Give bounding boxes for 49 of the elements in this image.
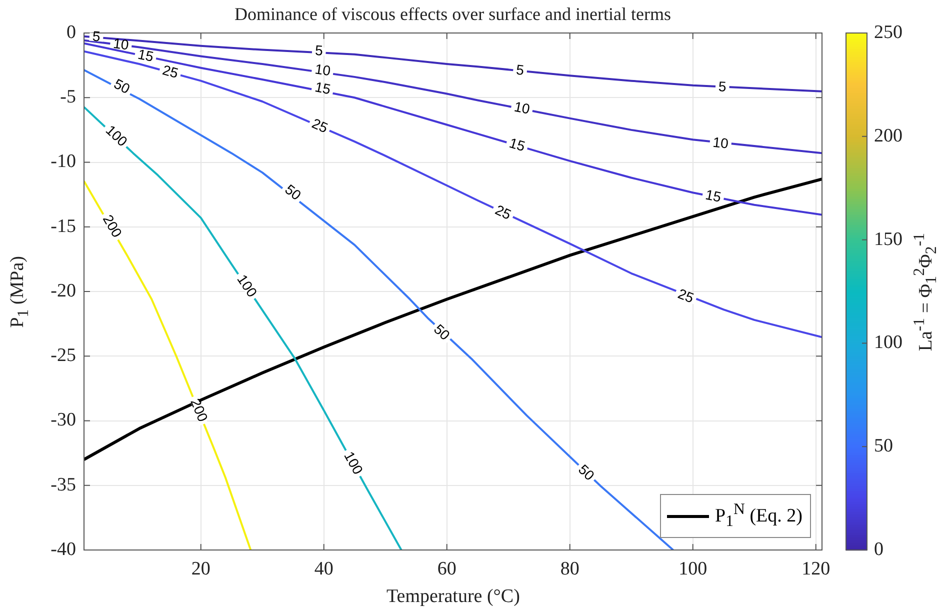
annotation: 25: [676, 285, 696, 306]
annotation: 10: [712, 134, 730, 152]
annotation: 50: [111, 75, 133, 97]
annotation: 10: [112, 34, 130, 53]
y-tick-label: -40: [50, 538, 76, 560]
chart-title: Dominance of viscous effects over surface and inertial terms: [234, 4, 671, 25]
annotation: 100: [234, 272, 261, 300]
annotation: 50: [282, 181, 304, 204]
annotation: 25: [492, 201, 514, 223]
annotation: 15: [508, 134, 528, 154]
x-tick-label: 80: [560, 558, 580, 580]
color-bar-label: 50: [874, 436, 893, 457]
x-tick-label: 20: [191, 558, 210, 580]
x-tick-label: 100: [678, 558, 708, 580]
annotation: 200: [100, 212, 126, 240]
annotation: 50: [430, 320, 454, 344]
y-tick-label: 0: [66, 22, 76, 43]
annotation: 200: [188, 396, 212, 424]
x-tick-label: 60: [437, 558, 456, 580]
x-tick-label: 40: [314, 558, 334, 580]
annotation: 10: [512, 98, 532, 118]
annotation: 100: [102, 122, 131, 150]
y-tick-label: -35: [50, 474, 76, 496]
color-bar-label: 200: [874, 125, 902, 146]
x-tick-label: 120: [802, 558, 830, 580]
color-bar-label: 150: [874, 228, 902, 250]
annotation: 5: [314, 42, 324, 58]
annotation: 50: [575, 461, 598, 484]
color-bar-label: 100: [874, 332, 902, 354]
x-axis-title: Temperature (°C): [386, 586, 520, 608]
annotation: 25: [160, 62, 180, 82]
annotation: 5: [92, 28, 102, 44]
annotation: 15: [136, 46, 156, 65]
color-bar-label: 0: [874, 538, 884, 560]
annotation: 5: [515, 61, 526, 78]
annotation: 5: [718, 78, 727, 94]
annotation: 15: [704, 186, 723, 206]
y-tick-label: -30: [50, 410, 76, 431]
annotation: 25: [310, 114, 331, 136]
y-tick-label: -20: [50, 280, 76, 302]
y-tick-label: -15: [50, 216, 76, 237]
annotation: 100: [341, 448, 366, 478]
legend-label: P$_{1}$$^{N}$ (Eq. 2): [715, 501, 802, 532]
y-tick-label: -25: [50, 345, 76, 366]
annotation: 15: [314, 78, 332, 98]
y-tick-label: -5: [60, 86, 76, 108]
y-tick-label: -10: [50, 151, 76, 172]
annotation: 10: [314, 60, 332, 79]
color-bar-label: 250: [874, 22, 902, 43]
